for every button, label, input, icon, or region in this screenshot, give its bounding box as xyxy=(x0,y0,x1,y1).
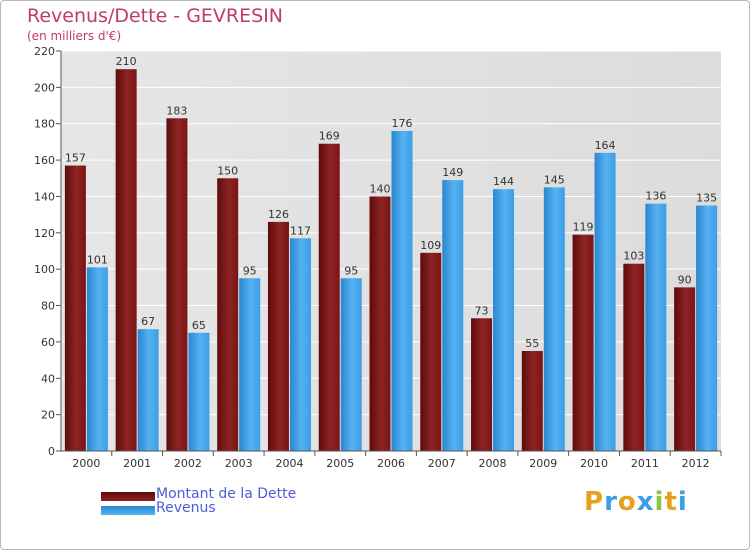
bar-dette xyxy=(623,263,645,451)
chart-title: Revenus/Dette - GEVRESIN xyxy=(27,5,284,27)
data-label-dette: 55 xyxy=(525,337,539,350)
x-tick-label: 2012 xyxy=(682,457,710,470)
bar-dette xyxy=(115,69,137,451)
logo-letter: i xyxy=(654,487,665,517)
bar-dette xyxy=(369,196,391,451)
data-label-dette: 73 xyxy=(475,304,489,317)
bar-revenus xyxy=(493,189,515,451)
bar-revenus xyxy=(188,332,210,451)
bar-dette xyxy=(318,143,340,451)
bar-dette xyxy=(267,221,289,451)
y-tick-label: 120 xyxy=(34,227,55,240)
data-label-revenus: 95 xyxy=(344,264,358,277)
x-tick-label: 2002 xyxy=(174,457,202,470)
x-tick-label: 2004 xyxy=(275,457,303,470)
bar-revenus xyxy=(594,152,616,451)
x-tick-label: 2008 xyxy=(479,457,507,470)
data-label-dette: 103 xyxy=(623,250,644,263)
logo-letter: o xyxy=(617,487,637,517)
x-tick-label: 2010 xyxy=(580,457,608,470)
y-tick-label: 220 xyxy=(34,45,55,58)
logo-letter: P xyxy=(584,487,605,517)
plot-background xyxy=(61,51,721,451)
x-tick-label: 2001 xyxy=(123,457,151,470)
y-tick-label: 200 xyxy=(34,81,55,94)
chart-subtitle: (en milliers d'€) xyxy=(27,29,122,43)
data-label-revenus: 145 xyxy=(544,173,565,186)
legend-swatch-dette xyxy=(101,492,155,501)
data-label-revenus: 95 xyxy=(243,264,257,277)
logo-letter: r xyxy=(604,487,618,517)
data-label-revenus: 117 xyxy=(290,224,311,237)
data-label-dette: 140 xyxy=(370,182,391,195)
x-tick-label: 2000 xyxy=(72,457,100,470)
y-tick-label: 140 xyxy=(34,190,55,203)
bar-revenus xyxy=(696,205,718,451)
data-label-revenus: 149 xyxy=(442,166,463,179)
bar-dette xyxy=(521,351,543,451)
bar-revenus xyxy=(137,329,159,451)
x-tick-label: 2011 xyxy=(631,457,659,470)
data-label-revenus: 136 xyxy=(645,190,666,203)
x-tick-label: 2009 xyxy=(529,457,557,470)
legend-swatch-revenus xyxy=(101,506,155,515)
x-tick-label: 2003 xyxy=(225,457,253,470)
legend-label-revenus: Revenus xyxy=(156,500,216,516)
bar-dette xyxy=(572,234,594,451)
data-label-dette: 126 xyxy=(268,208,289,221)
y-tick-label: 100 xyxy=(34,263,55,276)
data-label-revenus: 135 xyxy=(696,192,717,205)
bar-revenus xyxy=(239,278,261,451)
bar-dette xyxy=(471,318,493,451)
data-label-revenus: 164 xyxy=(595,139,616,152)
data-label-revenus: 67 xyxy=(141,315,155,328)
x-tick-label: 2006 xyxy=(377,457,405,470)
y-tick-label: 160 xyxy=(34,154,55,167)
data-label-dette: 169 xyxy=(319,130,340,143)
bar-dette xyxy=(166,118,188,451)
proxiti-logo: Proxiti xyxy=(584,487,688,517)
data-label-revenus: 101 xyxy=(87,253,108,266)
data-label-dette: 210 xyxy=(116,55,137,68)
y-tick-label: 20 xyxy=(41,409,55,422)
data-label-dette: 183 xyxy=(166,104,187,117)
bar-dette xyxy=(64,165,86,451)
x-tick-label: 2005 xyxy=(326,457,354,470)
y-tick-label: 180 xyxy=(34,118,55,131)
data-label-dette: 157 xyxy=(65,152,86,165)
y-tick-label: 0 xyxy=(48,445,55,458)
y-tick-label: 40 xyxy=(41,372,55,385)
bar-dette xyxy=(420,252,442,451)
logo-letter: i xyxy=(677,487,688,517)
data-label-dette: 150 xyxy=(217,164,238,177)
y-tick-label: 80 xyxy=(41,300,55,313)
data-label-dette: 90 xyxy=(678,273,692,286)
data-label-revenus: 144 xyxy=(493,175,514,188)
bar-revenus xyxy=(645,203,667,451)
bar-revenus xyxy=(442,180,464,451)
data-label-dette: 119 xyxy=(573,221,594,234)
logo-letter: x xyxy=(636,487,655,517)
x-tick-label: 2007 xyxy=(428,457,456,470)
data-label-revenus: 176 xyxy=(392,117,413,130)
logo-letter: t xyxy=(664,487,678,517)
bar-revenus xyxy=(289,238,311,451)
legend-label-dette: Montant de la Dette xyxy=(156,486,297,502)
bar-revenus xyxy=(543,187,565,451)
data-label-revenus: 65 xyxy=(192,319,206,332)
bar-revenus xyxy=(340,278,362,451)
bar-dette xyxy=(217,178,239,452)
bar-revenus xyxy=(391,131,413,451)
bar-revenus xyxy=(86,267,108,451)
data-label-dette: 109 xyxy=(420,239,441,252)
y-tick-label: 60 xyxy=(41,336,55,349)
bar-dette xyxy=(674,287,696,451)
